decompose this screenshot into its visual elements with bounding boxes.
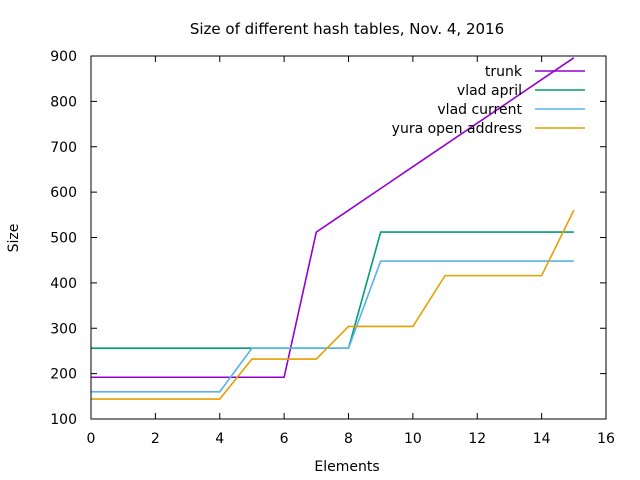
y-tick-label: 800 — [50, 94, 77, 110]
x-tick-label: 6 — [280, 431, 289, 447]
y-tick-label: 600 — [50, 185, 77, 201]
legend-label: trunk — [485, 64, 523, 80]
x-tick-label: 16 — [597, 431, 615, 447]
legend: trunk vlad april vlad current yura open add… — [392, 64, 585, 137]
y-tick-label: 900 — [50, 49, 77, 65]
chart-title: Size of different hash tables, Nov. 4, 2… — [190, 20, 504, 38]
legend-label: yura open address — [392, 121, 522, 137]
y-axis-label: Size — [6, 224, 22, 253]
series-line-trunk — [91, 57, 575, 379]
y-tick-label: 500 — [50, 231, 77, 247]
x-axis: 0 2 4 6 8 10 12 14 16 — [87, 56, 615, 447]
y-tick-label: 700 — [50, 140, 77, 156]
x-tick-label: 12 — [468, 431, 486, 447]
y-tick-label: 300 — [50, 321, 77, 337]
series-layer — [91, 57, 575, 400]
x-tick-label: 8 — [344, 431, 353, 447]
x-tick-label: 4 — [215, 431, 224, 447]
x-tick-label: 14 — [533, 431, 551, 447]
x-tick-label: 2 — [151, 431, 160, 447]
x-tick-label: 10 — [404, 431, 422, 447]
y-axis: 100 200 300 400 500 600 700 800 900 — [50, 49, 606, 428]
x-tick-label: 0 — [87, 431, 96, 447]
x-axis-label: Elements — [314, 459, 379, 475]
y-tick-label: 200 — [50, 367, 77, 383]
series-line-yura-open-address — [91, 209, 575, 400]
series-line-vlad-current — [91, 260, 574, 393]
y-tick-label: 400 — [50, 276, 77, 292]
y-tick-label: 100 — [50, 412, 77, 428]
legend-label: vlad current — [437, 102, 522, 118]
legend-label: vlad april — [457, 83, 522, 99]
series-line-vlad-april — [91, 231, 574, 350]
plot-frame — [90, 55, 607, 420]
